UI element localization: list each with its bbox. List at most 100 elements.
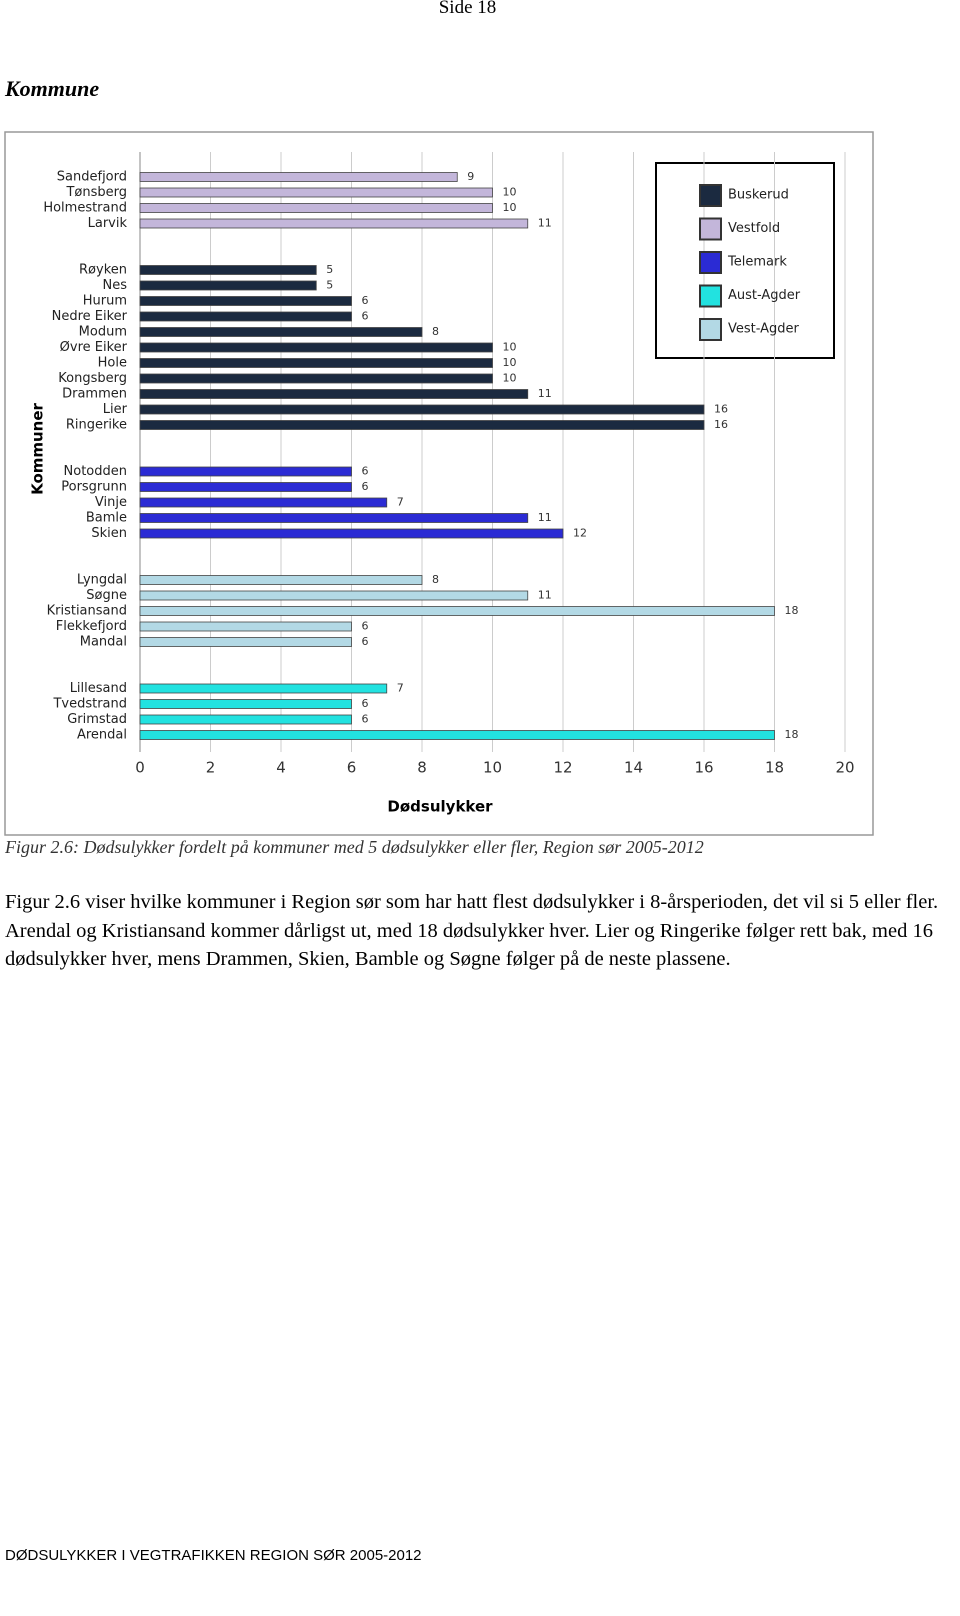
bar [139,714,352,725]
legend-label: Buskerud [728,188,789,203]
bar [139,637,352,647]
value-label: 16 [714,403,728,416]
value-label: 6 [362,465,369,478]
value-label: 10 [503,372,517,385]
bar [139,699,352,709]
value-label: 11 [538,589,552,602]
figure-caption: Figur 2.6: Dødsulykker fordelt på kommun… [5,837,704,857]
bar [139,358,493,368]
x-tick-label: 20 [835,759,854,777]
x-tick-label: 18 [765,759,784,777]
bar [139,203,493,213]
bar [139,342,493,353]
value-label: 11 [538,511,552,524]
bar [139,497,388,508]
y-tick-label: Tønsberg [65,185,127,200]
x-tick-label: 4 [276,759,286,777]
y-tick-label: Lier [103,402,128,417]
legend-label: Vest-Agder [728,322,800,337]
x-tick-label: 8 [417,759,427,777]
bar [139,187,493,198]
bar [139,404,705,415]
x-tick-label: 12 [553,759,572,777]
x-tick-label: 16 [694,759,713,777]
legend-swatch [699,284,722,308]
value-label: 11 [538,217,552,230]
value-label: 6 [362,480,369,493]
bar [139,373,493,384]
legend-label: Vestfold [728,221,780,236]
value-label: 6 [362,310,369,323]
value-label: 8 [432,573,439,586]
y-axis-title: Kommuner [29,402,47,494]
y-tick-label: Grimstad [67,712,127,727]
x-tick-label: 0 [135,759,145,777]
y-tick-label: Larvik [88,216,128,231]
y-tick-label: Flekkefjord [56,619,127,634]
legend-swatch [699,318,722,341]
bar [139,575,423,585]
value-label: 18 [785,728,799,741]
y-tick-label: Vinje [95,495,127,510]
y-tick-label: Modum [79,325,127,340]
bar [139,730,775,740]
y-tick-label: Arendal [77,728,127,743]
value-label: 10 [503,201,517,214]
bar [139,389,529,399]
legend-box [655,162,835,359]
value-label: 6 [362,713,369,726]
bar [139,311,352,322]
y-tick-label: Bamle [86,511,127,526]
y-tick-label: Skien [91,526,127,541]
value-label: 6 [362,294,369,307]
bar [139,528,564,539]
value-label: 10 [503,341,517,354]
bar [139,327,423,337]
bar [139,265,317,275]
bar [139,621,352,632]
y-tick-label: Søgne [86,588,127,603]
value-label: 6 [362,620,369,633]
x-axis-title: Dødsulykker [387,798,493,816]
value-label: 5 [326,263,333,276]
y-tick-label: Tvedstrand [52,697,127,712]
bar [139,218,529,229]
value-label: 16 [714,418,728,431]
y-tick-label: Nedre Eiker [52,309,128,324]
y-tick-label: Røyken [79,263,127,278]
chart: Dødsulykker Kommuner 0 2 4 6 8 10 12 14 16 18 20 Sa… [4,131,874,836]
value-label: 6 [362,697,369,710]
value-label: 7 [397,682,404,695]
x-tick-label: 2 [206,759,216,777]
section-title: Kommune [5,76,100,101]
page-header: Side 18 [438,0,497,18]
legend-label: Aust-Agder [728,288,801,303]
value-label: 8 [432,325,439,338]
bar [139,513,529,523]
x-tick-label: 14 [624,759,643,777]
page-footer: DØDSULYKKER I VEGTRAFIKKEN REGION SØR 20… [5,1547,422,1564]
y-tick-label: Kristiansand [47,604,127,619]
value-label: 9 [467,170,474,183]
value-label: 5 [326,279,333,292]
y-tick-label: Hole [98,356,127,371]
y-tick-label: Lillesand [70,681,127,696]
bar [139,420,705,430]
paragraph: Figur 2.6 viser hvilke kommuner i Region… [5,891,939,970]
y-tick-label: Nes [103,278,128,293]
y-tick-label: Mandal [80,635,127,650]
x-tick-label: 10 [483,759,502,777]
bar [139,606,775,616]
y-tick-label: Holmestrand [43,201,127,216]
y-tick-label: Notodden [64,464,127,479]
bar [139,482,352,492]
bar [139,466,352,477]
legend-label: Telemark [727,255,787,270]
bar [139,683,388,694]
y-tick-label: Ringerike [66,418,127,433]
value-label: 11 [538,387,552,400]
value-label: 6 [362,635,369,648]
y-tick-label: Porsgrunn [61,480,127,495]
y-tick-label: Drammen [62,387,127,402]
